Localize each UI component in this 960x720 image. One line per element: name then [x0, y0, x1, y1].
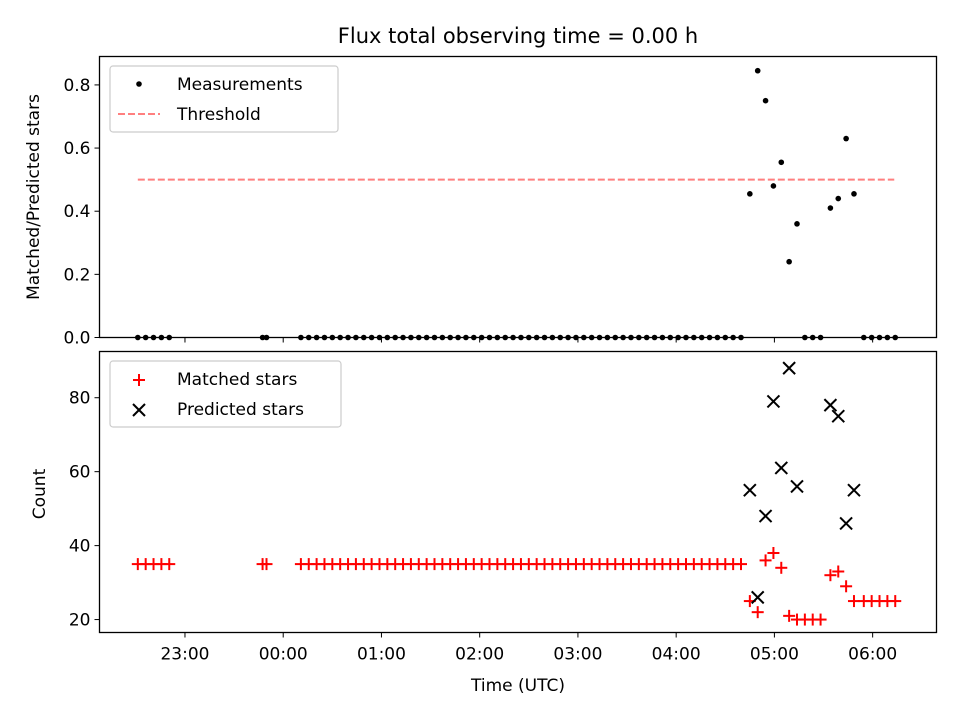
predicted-star-stroke [839, 516, 853, 531]
top-plot-area [135, 67, 899, 341]
measurement-point [851, 191, 857, 197]
predicted-star-point [758, 509, 773, 523]
predicted-star-stroke [766, 394, 781, 409]
top-ytick-label: 0.8 [63, 76, 90, 96]
matched-star-point [775, 561, 788, 574]
bottom-xtick-label: 05:00 [750, 645, 799, 665]
bottom-ytick-label: 60 [69, 463, 91, 483]
predicted-star-point [839, 516, 853, 531]
bottom-xtick-label: 06:00 [848, 645, 897, 665]
predicted-star-point [847, 483, 861, 497]
top-ytick-label: 0.0 [63, 329, 90, 349]
bottom-x-axis: 23:00 00:00 01:00 02:00 03:00 04:00 05:00 06:00 [160, 632, 897, 665]
top-axes-frame [98, 55, 938, 339]
bottom-ytick-label: 80 [69, 389, 91, 409]
predicted-star-point [774, 461, 788, 475]
top-ytick-label: 0.4 [63, 202, 90, 222]
top-ytick-label: 0.6 [63, 139, 90, 159]
matched-star-point [751, 606, 764, 619]
bottom-xlabel: Time (UTC) [470, 676, 565, 696]
matched-star-point [814, 613, 827, 626]
matched-star-point [260, 558, 273, 571]
legend-matched-label: Matched stars [177, 370, 297, 390]
bottom-legend: Matched stars Predicted stars [109, 360, 342, 428]
measurement-point [778, 159, 785, 166]
bottom-xtick-label: 04:00 [652, 645, 701, 665]
predicted-star-stroke [750, 590, 765, 605]
predicted-star-stroke [790, 479, 804, 494]
measurement-point [843, 135, 849, 142]
measurement-point [770, 183, 777, 189]
top-legend: Measurements Threshold [109, 65, 339, 133]
measurement-point [794, 221, 800, 227]
predicted-star-stroke [743, 483, 757, 497]
legend-predicted-label: Predicted stars [177, 400, 304, 420]
predicted-star-point [790, 479, 804, 494]
matched-star-point [840, 580, 853, 593]
legend-measurements-label: Measurements [177, 75, 303, 95]
bottom-ylabel: Count [30, 468, 50, 519]
predicted-star-point [743, 483, 757, 497]
predicted-star-point [823, 398, 838, 412]
matched-star-point [889, 595, 902, 608]
predicted-star-stroke [774, 461, 788, 475]
bottom-xtick-label: 02:00 [455, 645, 504, 665]
legend-measurements-marker [136, 81, 142, 87]
bottom-xtick-label: 01:00 [357, 645, 406, 665]
bottom-y-axis: 20 40 60 80 [69, 389, 100, 631]
matched-star-point [735, 558, 748, 571]
matched-star-point [824, 569, 837, 582]
bottom-ytick-label: 40 [69, 537, 91, 557]
bottom-xtick-label: 00:00 [259, 645, 308, 665]
top-chart-title: Flux total observing time = 0.00 h [338, 24, 698, 48]
predicted-star-stroke [831, 409, 845, 423]
matched-star-point [163, 558, 176, 571]
top-ytick-label: 0.2 [63, 265, 90, 285]
matched-star-point [832, 565, 845, 578]
bottom-xtick-label: 03:00 [553, 645, 602, 665]
predicted-star-stroke [823, 398, 838, 412]
measurement-point [754, 67, 761, 74]
predicted-star-point [750, 590, 765, 605]
matched-star-point [767, 547, 780, 560]
legend-predicted-marker [132, 403, 146, 417]
bottom-xtick-label: 23:00 [160, 645, 209, 665]
matched-star-point [783, 609, 796, 622]
top-y-axis: 0.0 0.2 0.4 0.6 0.8 [63, 76, 100, 349]
predicted-star-point [766, 394, 781, 409]
predicted-star-point [782, 361, 796, 375]
legend-threshold-label: Threshold [176, 105, 261, 125]
bottom-legend-box [109, 360, 342, 428]
predicted-star-stroke [847, 483, 861, 497]
top-ylabel: Matched/Predicted stars [24, 94, 44, 300]
top-legend-box [109, 65, 339, 133]
measurement-point [835, 195, 842, 202]
matched-star-point [759, 554, 772, 567]
bottom-axes-frame [98, 350, 938, 634]
predicted-star-point [831, 409, 845, 423]
predicted-star-stroke [758, 509, 773, 523]
measurement-point [762, 97, 769, 104]
predicted-star-stroke [782, 361, 796, 375]
measurement-point [747, 191, 753, 197]
measurement-point [827, 205, 834, 211]
legend-matched-marker [133, 374, 145, 386]
measurement-point [786, 258, 792, 265]
bottom-plot-area [131, 361, 902, 626]
bottom-ytick-label: 20 [69, 611, 91, 631]
